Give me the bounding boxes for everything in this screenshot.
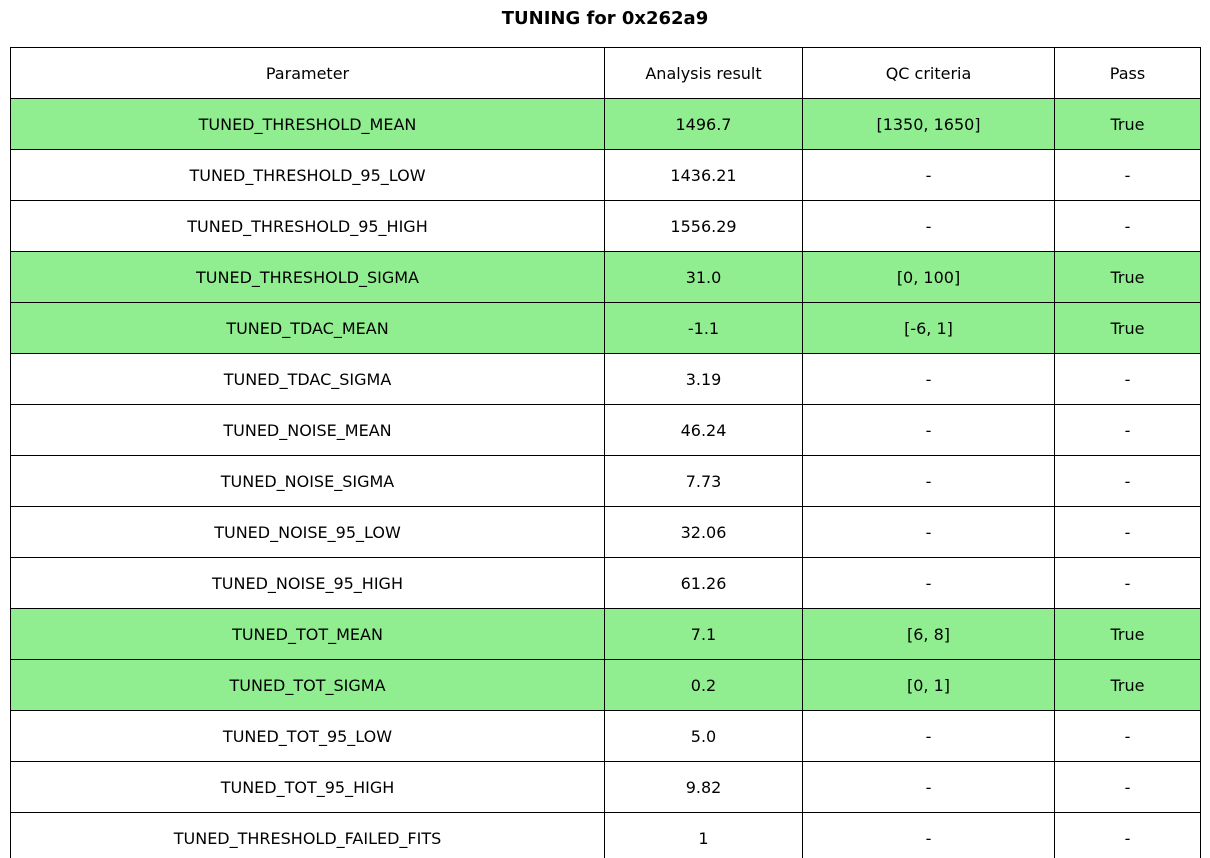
cell-pass: True (1054, 302, 1201, 354)
cell-pass: - (1054, 353, 1201, 405)
cell-analysis-result: 0.2 (604, 659, 803, 711)
column-header-qc-criteria: QC criteria (802, 47, 1055, 99)
cell-qc-criteria: - (802, 200, 1055, 252)
table-row: TUNED_NOISE_95_HIGH 61.26- - (10, 557, 1201, 609)
cell-qc-criteria: - (802, 404, 1055, 456)
column-header-pass: Pass (1054, 47, 1201, 99)
cell-pass: True (1054, 251, 1201, 303)
cell-analysis-result: 5.0 (604, 710, 803, 762)
cell-parameter: TUNED_THRESHOLD_FAILED_FITS (10, 812, 605, 858)
cell-parameter: TUNED_THRESHOLD_95_HIGH (10, 200, 605, 252)
table-row: TUNED_THRESHOLD_MEAN 1496.7 [1350, 1650] Tr… (10, 98, 1201, 150)
table-row: TUNED_NOISE_MEAN 46.24- - (10, 404, 1201, 456)
table-row: TUNED_THRESHOLD_SIGMA 31.0 [0, 100] True (10, 251, 1201, 303)
cell-qc-criteria: - (802, 149, 1055, 201)
cell-qc-criteria: - (802, 353, 1055, 405)
cell-qc-criteria: - (802, 455, 1055, 507)
table-row: TUNED_THRESHOLD_FAILED_FITS 1- - (10, 812, 1201, 858)
cell-qc-criteria: - (802, 761, 1055, 813)
column-header-analysis-result: Analysis result (604, 47, 803, 99)
table-row: TUNED_THRESHOLD_95_HIGH 1556.29- - (10, 200, 1201, 252)
cell-parameter: TUNED_TOT_MEAN (10, 608, 605, 660)
cell-analysis-result: 1 (604, 812, 803, 858)
table-row: TUNED_TOT_95_LOW 5.0- - (10, 710, 1201, 762)
cell-qc-criteria: [-6, 1] (802, 302, 1055, 354)
cell-parameter: TUNED_THRESHOLD_95_LOW (10, 149, 605, 201)
cell-analysis-result: 7.1 (604, 608, 803, 660)
cell-analysis-result: 1436.21 (604, 149, 803, 201)
cell-qc-criteria: - (802, 557, 1055, 609)
cell-pass: - (1054, 506, 1201, 558)
cell-analysis-result: 46.24 (604, 404, 803, 456)
cell-parameter: TUNED_TDAC_SIGMA (10, 353, 605, 405)
cell-parameter: TUNED_THRESHOLD_SIGMA (10, 251, 605, 303)
qc-results-table: Parameter Analysis result QC criteria Pass … (10, 47, 1201, 858)
cell-parameter: TUNED_NOISE_SIGMA (10, 455, 605, 507)
cell-parameter: TUNED_TOT_SIGMA (10, 659, 605, 711)
cell-pass: True (1054, 659, 1201, 711)
table-row: TUNED_THRESHOLD_95_LOW 1436.21- - (10, 149, 1201, 201)
cell-pass: - (1054, 404, 1201, 456)
cell-pass: - (1054, 761, 1201, 813)
table-row: TUNED_NOISE_SIGMA 7.73- - (10, 455, 1201, 507)
cell-qc-criteria: - (802, 506, 1055, 558)
cell-parameter: TUNED_NOISE_95_HIGH (10, 557, 605, 609)
cell-qc-criteria: [6, 8] (802, 608, 1055, 660)
cell-parameter: TUNED_NOISE_95_LOW (10, 506, 605, 558)
table-header-row: Parameter Analysis result QC criteria Pass (10, 47, 1201, 99)
cell-parameter: TUNED_THRESHOLD_MEAN (10, 98, 605, 150)
cell-pass: - (1054, 557, 1201, 609)
cell-pass: - (1054, 455, 1201, 507)
cell-pass: - (1054, 710, 1201, 762)
cell-analysis-result: 1496.7 (604, 98, 803, 150)
cell-analysis-result: -1.1 (604, 302, 803, 354)
table-row: TUNED_TDAC_SIGMA 3.19- - (10, 353, 1201, 405)
cell-analysis-result: 3.19 (604, 353, 803, 405)
table-row: TUNED_TDAC_MEAN -1.1 [-6, 1] True (10, 302, 1201, 354)
column-header-parameter: Parameter (10, 47, 605, 99)
cell-parameter: TUNED_NOISE_MEAN (10, 404, 605, 456)
cell-pass: - (1054, 149, 1201, 201)
cell-pass: True (1054, 608, 1201, 660)
cell-parameter: TUNED_TOT_95_LOW (10, 710, 605, 762)
cell-pass: True (1054, 98, 1201, 150)
figure-title: TUNING for 0x262a9 (501, 8, 709, 29)
table-row: TUNED_TOT_95_HIGH 9.82- - (10, 761, 1201, 813)
cell-qc-criteria: [1350, 1650] (802, 98, 1055, 150)
cell-analysis-result: 9.82 (604, 761, 803, 813)
cell-parameter: TUNED_TOT_95_HIGH (10, 761, 605, 813)
cell-pass: - (1054, 812, 1201, 858)
cell-qc-criteria: [0, 1] (802, 659, 1055, 711)
table-row: TUNED_TOT_MEAN 7.1 [6, 8] True (10, 608, 1201, 660)
cell-analysis-result: 61.26 (604, 557, 803, 609)
cell-analysis-result: 32.06 (604, 506, 803, 558)
table-row: TUNED_TOT_SIGMA 0.2 [0, 1] True (10, 659, 1201, 711)
cell-analysis-result: 7.73 (604, 455, 803, 507)
cell-analysis-result: 1556.29 (604, 200, 803, 252)
cell-parameter: TUNED_TDAC_MEAN (10, 302, 605, 354)
cell-pass: - (1054, 200, 1201, 252)
cell-qc-criteria: - (802, 812, 1055, 858)
cell-analysis-result: 31.0 (604, 251, 803, 303)
table-row: TUNED_NOISE_95_LOW 32.06- - (10, 506, 1201, 558)
cell-qc-criteria: - (802, 710, 1055, 762)
cell-qc-criteria: [0, 100] (802, 251, 1055, 303)
